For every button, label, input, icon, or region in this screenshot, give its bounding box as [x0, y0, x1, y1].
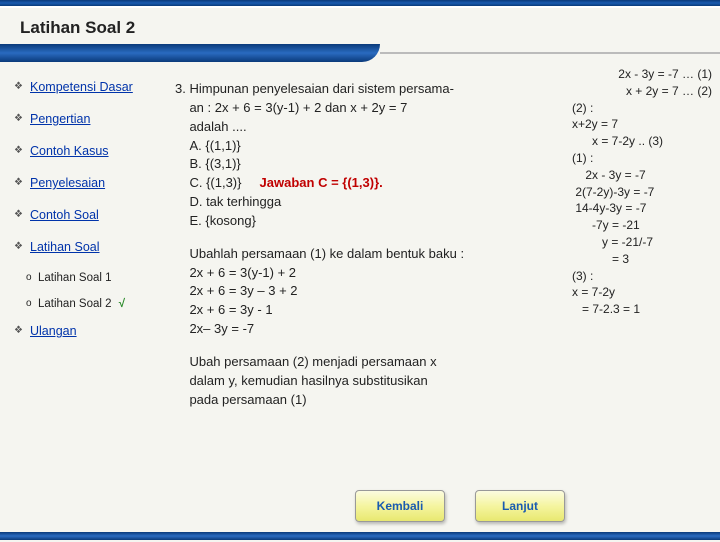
side-s1h: (1) : — [572, 150, 712, 167]
side-s1c: 14-4y-3y = -7 — [572, 200, 712, 217]
nav-kompetensi[interactable]: Kompetensi Dasar — [16, 80, 147, 94]
side-s2a: x+2y = 7 — [572, 116, 712, 133]
nav-pengertian[interactable]: Pengertian — [16, 112, 147, 126]
opt-a: A. {(1,1)} — [189, 138, 240, 153]
button-row: Kembali Lanjut — [355, 490, 565, 522]
question-block: 3. Himpunan penyelesaian dari sistem per… — [175, 80, 515, 231]
w1-l1: Ubahlah persamaan (1) ke dalam bentuk ba… — [189, 246, 464, 261]
side-s3b: = 7-2.3 = 1 — [572, 301, 712, 318]
w2-l3: pada persamaan (1) — [189, 392, 306, 407]
subnav-latihan-2[interactable]: Latihan Soal 2 √ — [28, 298, 147, 310]
content-area: 3. Himpunan penyelesaian dari sistem per… — [155, 62, 720, 542]
subnav-latihan-2-label: Latihan Soal 2 — [38, 298, 112, 310]
working-2: Ubah persamaan (2) menjadi persamaan x d… — [175, 353, 515, 410]
main-container: Kompetensi Dasar Pengertian Contoh Kasus… — [0, 62, 720, 542]
side-s1a: 2x - 3y = -7 — [572, 167, 712, 184]
opt-b: B. {(3,1)} — [189, 156, 240, 171]
opt-e: E. {kosong} — [189, 213, 256, 228]
side-s2h: (2) : — [572, 100, 712, 117]
side-working: 2x - 3y = -7 … (1) x + 2y = 7 … (2) (2) … — [572, 66, 712, 318]
w2-l2: dalam y, kemudian hasilnya substitusikan — [189, 373, 427, 388]
working-1: Ubahlah persamaan (1) ke dalam bentuk ba… — [175, 245, 515, 339]
nav-latihan-soal[interactable]: Latihan Soal — [16, 240, 147, 254]
check-icon: √ — [119, 298, 125, 310]
nav-ulangan[interactable]: Ulangan — [16, 324, 147, 338]
side-s1d: -7y = -21 — [572, 217, 712, 234]
q-number: 3. — [175, 81, 186, 96]
nav-contoh-soal[interactable]: Contoh Soal — [16, 208, 147, 222]
title-divider — [0, 44, 380, 62]
q-stem3: adalah .... — [189, 119, 246, 134]
page-title: Latihan Soal 2 — [0, 8, 720, 44]
w1-l3: 2x + 6 = 3y – 3 + 2 — [189, 283, 297, 298]
side-s3a: x = 7-2y — [572, 284, 712, 301]
w2-l1: Ubah persamaan (2) menjadi persamaan x — [189, 354, 436, 369]
w1-l4: 2x + 6 = 3y - 1 — [189, 302, 272, 317]
side-eq2: x + 2y = 7 … (2) — [572, 83, 712, 100]
header-accent — [0, 0, 720, 8]
nav-penyelesaian[interactable]: Penyelesaian — [16, 176, 147, 190]
w1-l2: 2x + 6 = 3(y-1) + 2 — [189, 265, 296, 280]
next-button[interactable]: Lanjut — [475, 490, 565, 522]
w1-l5: 2x– 3y = -7 — [189, 321, 254, 336]
nav-contoh-kasus[interactable]: Contoh Kasus — [16, 144, 147, 158]
side-eq1: 2x - 3y = -7 … (1) — [572, 66, 712, 83]
q-stem1: Himpunan penyelesaian dari sistem persam… — [189, 81, 453, 96]
sidebar: Kompetensi Dasar Pengertian Contoh Kasus… — [0, 62, 155, 542]
side-s1b: 2(7-2y)-3y = -7 — [572, 184, 712, 201]
answer-text: Jawaban C = {(1,3)}. — [260, 175, 383, 190]
side-s1e: y = -21/-7 — [572, 234, 712, 251]
opt-c: C. {(1,3)} — [189, 175, 241, 190]
subnav-latihan-1[interactable]: Latihan Soal 1 — [28, 272, 147, 284]
back-button[interactable]: Kembali — [355, 490, 445, 522]
footer-accent — [0, 532, 720, 540]
opt-d: D. tak terhingga — [189, 194, 281, 209]
side-s3h: (3) : — [572, 268, 712, 285]
q-stem2: an : 2x + 6 = 3(y-1) + 2 dan x + 2y = 7 — [189, 100, 407, 115]
side-s2b: x = 7-2y .. (3) — [572, 133, 712, 150]
side-s1f: = 3 — [572, 251, 712, 268]
